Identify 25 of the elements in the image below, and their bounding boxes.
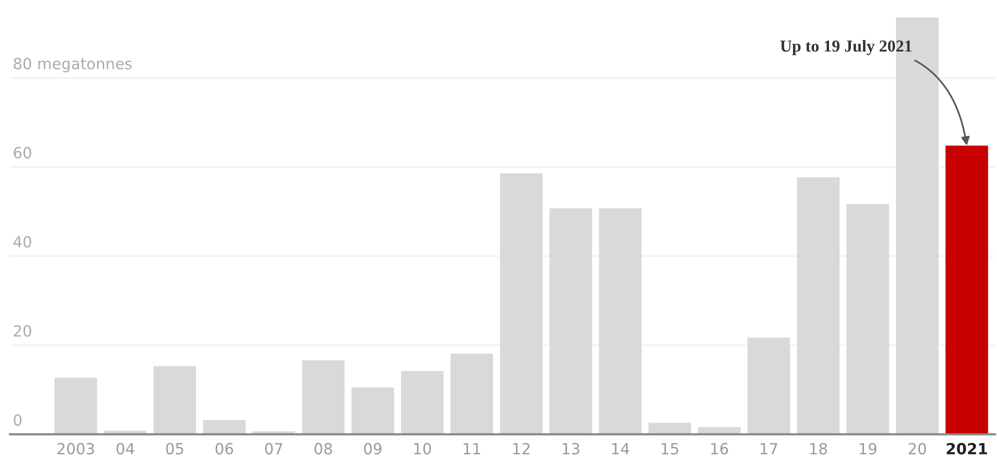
x-tick-label: 06 — [216, 442, 234, 454]
x-tick-label: 18 — [810, 442, 827, 454]
x-tick-label: 08 — [314, 442, 332, 454]
y-tick-label: 80 megatonnes — [14, 58, 132, 72]
x-tick-label: 13 — [562, 442, 580, 454]
x-tick-label: 10 — [414, 442, 432, 454]
x-tick-label: 14 — [612, 443, 630, 454]
x-tick-label: 19 — [860, 442, 876, 454]
x-tick-label: 12 — [513, 442, 530, 454]
x-tick-label: 17 — [760, 443, 778, 454]
x-tick-label: 2003 — [57, 442, 94, 454]
x-tick-label: 2021 — [946, 442, 987, 454]
x-tick-label: 09 — [364, 442, 382, 454]
y-tick-label: 0 — [14, 414, 22, 426]
x-tick-label: 16 — [711, 442, 728, 454]
y-tick-label: 60 — [14, 146, 32, 158]
x-tick-label: 20 — [908, 442, 926, 454]
x-tick-label: 04 — [116, 442, 134, 454]
x-tick-label: 15 — [662, 443, 678, 454]
x-tick-label: 05 — [166, 442, 184, 454]
annotation: Up to 19 July 2021 — [780, 40, 912, 56]
y-tick-label: 20 — [14, 325, 32, 337]
x-tick-label: 07 — [265, 442, 282, 454]
x-tick-label: 11 — [464, 443, 480, 454]
y-tick-label: 40 — [13, 236, 32, 248]
